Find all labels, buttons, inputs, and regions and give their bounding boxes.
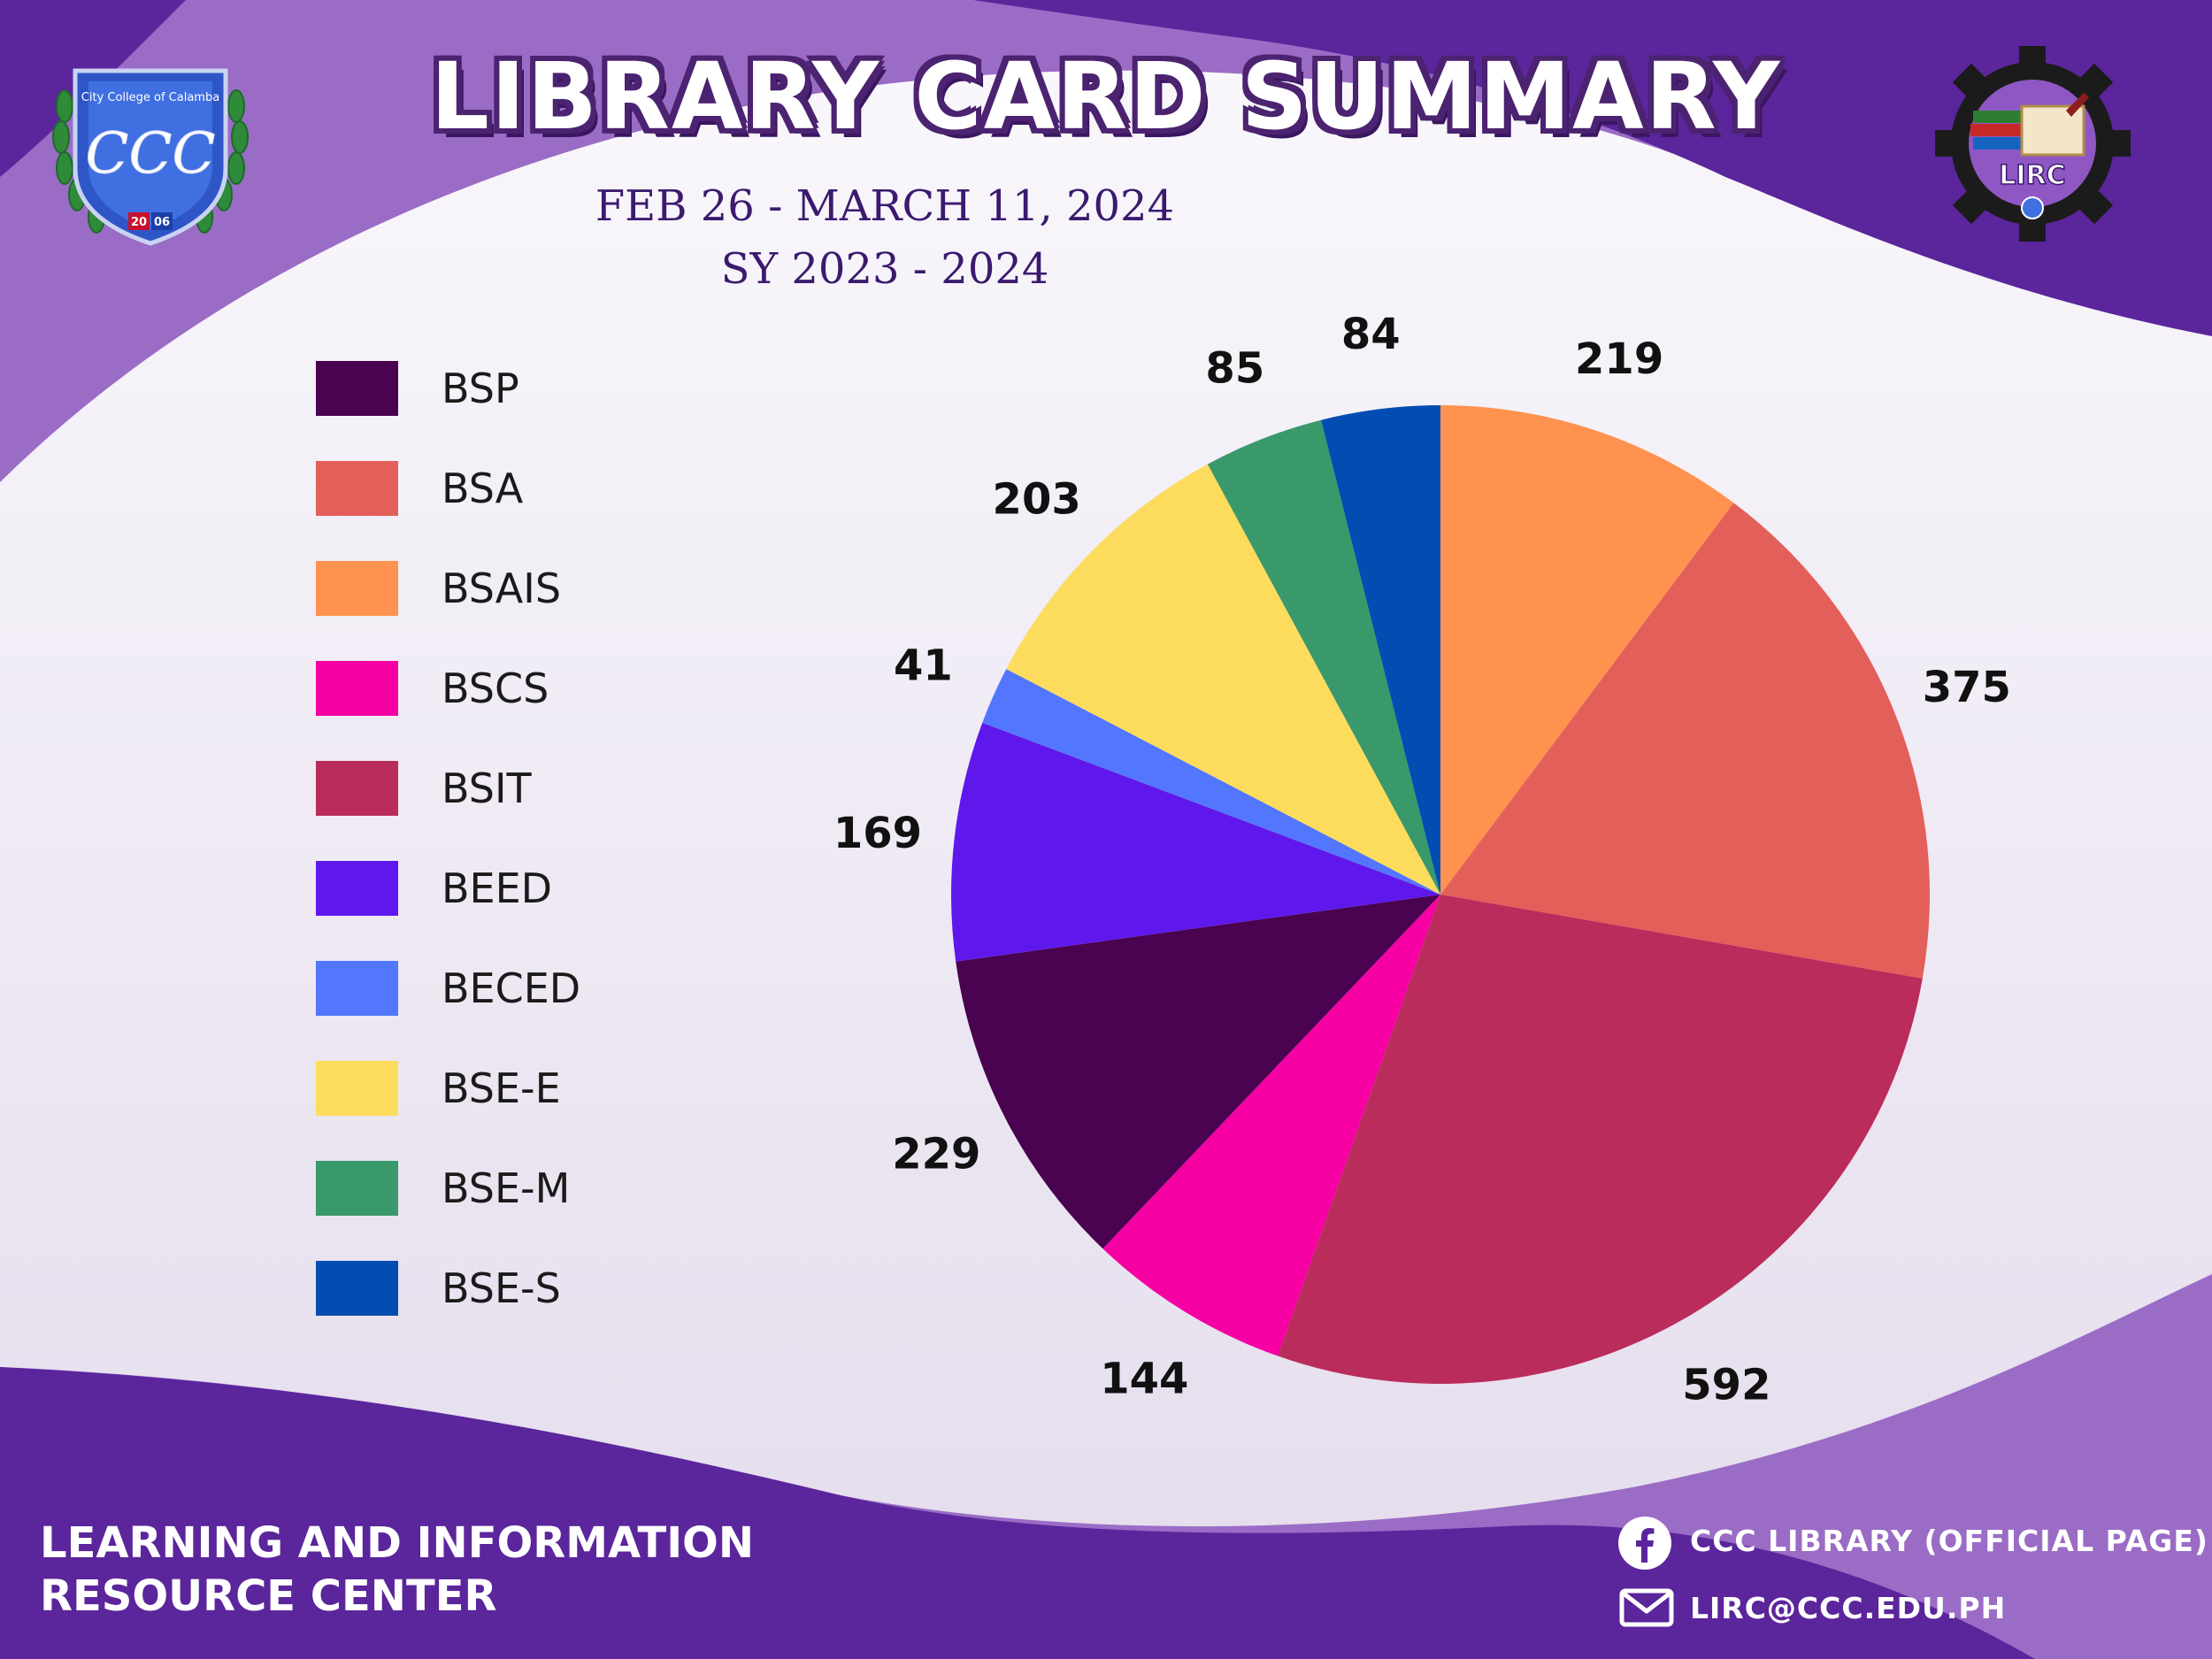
ccc-logo: City College of Calamba CCC 20 06 <box>52 68 249 246</box>
pie-slice-bsais <box>1440 405 1734 895</box>
legend-label: BSAIS <box>442 565 562 612</box>
legend-item: BSA <box>316 461 670 516</box>
data-label-bse-e: 203 <box>993 474 1081 524</box>
legend-swatch <box>316 1061 398 1116</box>
left-logo-monogram: CCC <box>86 121 216 187</box>
page-title: LIBRARY CARD SUMMARY <box>430 42 1782 150</box>
pie-slice-bsa <box>1440 503 1930 979</box>
legend-swatch <box>316 1161 398 1216</box>
legend-item: BEED <box>316 861 670 916</box>
legend-swatch <box>316 361 398 416</box>
left-logo-caption: City College of Calamba <box>81 91 219 104</box>
legend-label: BEED <box>442 864 553 912</box>
facebook-icon[interactable] <box>1617 1515 1673 1571</box>
legend-item: BSE-S <box>316 1261 670 1316</box>
org-name-line1: LEARNING AND INFORMATION <box>40 1518 755 1568</box>
legend-label: BECED <box>442 964 581 1012</box>
legend-label: BSIT <box>442 764 532 812</box>
pie-slice-bscs <box>1102 895 1440 1356</box>
data-label-bse-m: 85 <box>1205 344 1264 394</box>
pie-slice-bsp <box>956 895 1440 1249</box>
legend-label: BSA <box>442 465 524 512</box>
pie-slice-beced <box>982 669 1440 895</box>
data-label-bscs: 144 <box>1100 1355 1188 1404</box>
email-link[interactable]: LIRC@CCC.EDU.PH <box>1690 1591 2007 1625</box>
left-logo-year-a: 20 <box>131 216 147 229</box>
facebook-page-link[interactable]: CCC LIBRARY (OFFICIAL PAGE) <box>1690 1524 2209 1558</box>
legend-item: BSAIS <box>316 561 670 616</box>
legend-label: BSCS <box>442 664 549 712</box>
legend-item: BSP <box>316 361 670 416</box>
legend-swatch <box>316 561 398 616</box>
mail-icon[interactable] <box>1619 1588 1674 1627</box>
data-label-bse-s: 84 <box>1341 310 1401 359</box>
org-name-line2: RESOURCE CENTER <box>40 1571 497 1621</box>
legend-label: BSE-S <box>442 1264 561 1312</box>
data-label-bsa: 375 <box>1923 663 2011 712</box>
pie-slice-bse-e <box>1006 464 1440 895</box>
data-label-bsais: 219 <box>1575 334 1663 384</box>
school-year: SY 2023 - 2024 <box>720 244 1049 294</box>
lirc-logo: LIRC <box>1935 46 2131 242</box>
date-range: FEB 26 - MARCH 11, 2024 <box>595 181 1175 231</box>
legend-item: BSE-E <box>316 1061 670 1116</box>
legend-swatch <box>316 1261 398 1316</box>
legend-item: BSCS <box>316 661 670 716</box>
data-label-bsit: 592 <box>1682 1360 1770 1409</box>
legend-item: BSIT <box>316 761 670 816</box>
data-label-beced: 41 <box>894 641 953 691</box>
legend-label: BSE-E <box>442 1064 561 1112</box>
legend-item: BSE-M <box>316 1161 670 1216</box>
data-label-beed: 169 <box>833 809 922 858</box>
legend-swatch <box>316 661 398 716</box>
data-label-bsp: 229 <box>892 1130 980 1179</box>
legend-swatch <box>316 861 398 916</box>
legend-label: BSE-M <box>442 1164 571 1212</box>
pie-slice-bse-m <box>1207 419 1440 895</box>
legend-item: BECED <box>316 961 670 1016</box>
left-logo-year-b: 06 <box>154 216 170 229</box>
legend-label: BSP <box>442 365 519 412</box>
legend-swatch <box>316 461 398 516</box>
pie-slice-bsit <box>1278 895 1923 1384</box>
pie-slice-beed <box>951 722 1440 962</box>
pie-slice-bse-s <box>1321 405 1440 895</box>
legend-swatch <box>316 761 398 816</box>
right-logo-text: LIRC <box>1999 160 2065 191</box>
legend-swatch <box>316 961 398 1016</box>
